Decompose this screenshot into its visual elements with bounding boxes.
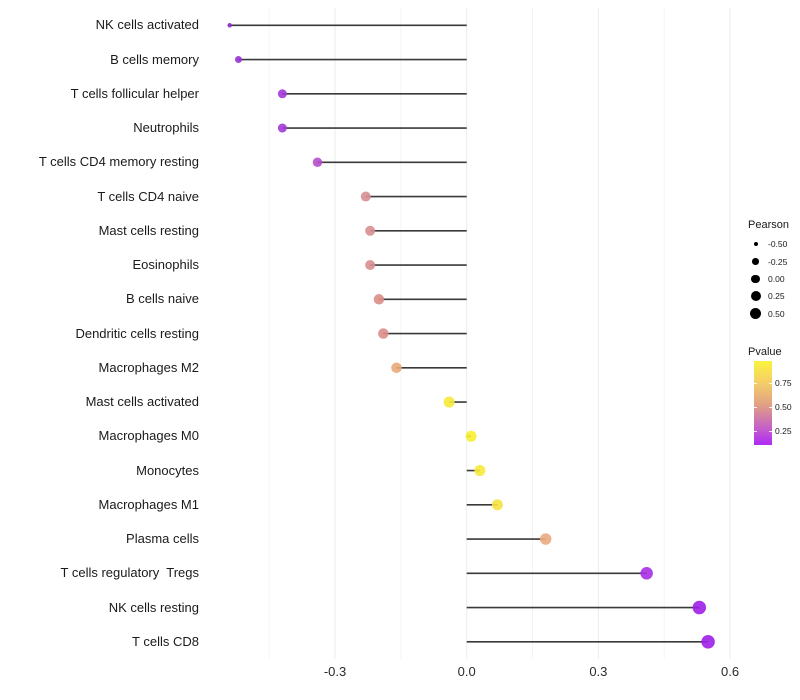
pvalue-legend-title: Pvalue (748, 346, 782, 358)
pvalue-legend-label: 0.75 (775, 378, 792, 388)
data-point-dot (277, 123, 287, 133)
data-point-dot (701, 635, 715, 649)
row-label: B cells naive (126, 291, 199, 307)
row-label: Plasma cells (126, 531, 199, 547)
row-label: NK cells resting (108, 599, 199, 615)
row-label: T cells CD4 memory resting (38, 154, 199, 170)
row-label: Dendritic cells resting (75, 325, 199, 341)
data-point-dot (227, 23, 232, 28)
row-label: Macrophages M1 (98, 496, 199, 512)
data-point-dot (491, 499, 503, 511)
data-point-dot (360, 191, 371, 202)
pearson-legend-label: 0.25 (768, 291, 785, 302)
row-label: Mast cells resting (98, 222, 199, 238)
pearson-legend-label: -0.25 (768, 256, 788, 267)
pearson-legend-dot (753, 242, 758, 247)
pvalue-bar-tick (754, 383, 757, 384)
row-label: T cells follicular helper (70, 85, 199, 101)
row-label: T cells CD8 (132, 633, 199, 649)
pearson-legend-dot (750, 308, 762, 319)
row-label: Monocytes (136, 462, 199, 478)
x-tick-label: 0.3 (589, 664, 608, 679)
row-label: Eosinophils (132, 257, 200, 273)
x-tick-label: 0.0 (457, 664, 476, 679)
row-label: T cells CD4 naive (97, 188, 199, 204)
data-point-dot (365, 225, 376, 236)
data-point-dot (277, 89, 287, 99)
row-label: Macrophages M0 (98, 428, 199, 444)
data-point-dot (312, 157, 323, 168)
data-point-dot (640, 567, 653, 580)
x-tick-label: -0.3 (323, 664, 347, 679)
row-label: B cells memory (110, 51, 199, 67)
pearson-legend-label: 0.50 (768, 308, 785, 319)
row-label: NK cells activated (95, 17, 199, 33)
row-label: T cells regulatory Tregs (60, 565, 199, 581)
pearson-legend-dot (751, 274, 760, 284)
pvalue-bar-tick (769, 383, 772, 384)
pearson-legend-dot (752, 258, 759, 265)
pvalue-legend-label: 0.50 (775, 402, 792, 413)
x-tick-label: 0.6 (720, 664, 740, 679)
data-point-dot (474, 465, 486, 477)
data-point-dot (373, 294, 385, 305)
pearson-legend-label: -0.50 (768, 239, 788, 250)
data-point-dot (692, 600, 707, 615)
row-label: Neutrophils (133, 120, 199, 136)
data-point-dot (378, 328, 389, 339)
data-point-dot (391, 362, 402, 374)
data-point-dot (539, 533, 552, 545)
row-label: Macrophages M2 (98, 359, 199, 375)
pearson-legend-title: Pearson (748, 219, 789, 231)
pvalue-bar-tick (754, 431, 757, 433)
pvalue-bar-tick (769, 407, 772, 409)
data-point-dot (234, 56, 242, 64)
pearson-legend-label: 0.00 (768, 273, 785, 284)
pvalue-bar-tick (769, 431, 772, 433)
pvalue-bar-tick (754, 407, 757, 409)
pvalue-legend-label: 0.25 (775, 426, 792, 437)
pearson-legend-dot (750, 291, 761, 302)
row-label: Mast cells activated (85, 394, 199, 410)
data-point-dot (443, 396, 455, 408)
data-point-dot (465, 430, 477, 442)
pvalue-gradient-bar (754, 361, 772, 445)
data-point-dot (365, 260, 376, 271)
